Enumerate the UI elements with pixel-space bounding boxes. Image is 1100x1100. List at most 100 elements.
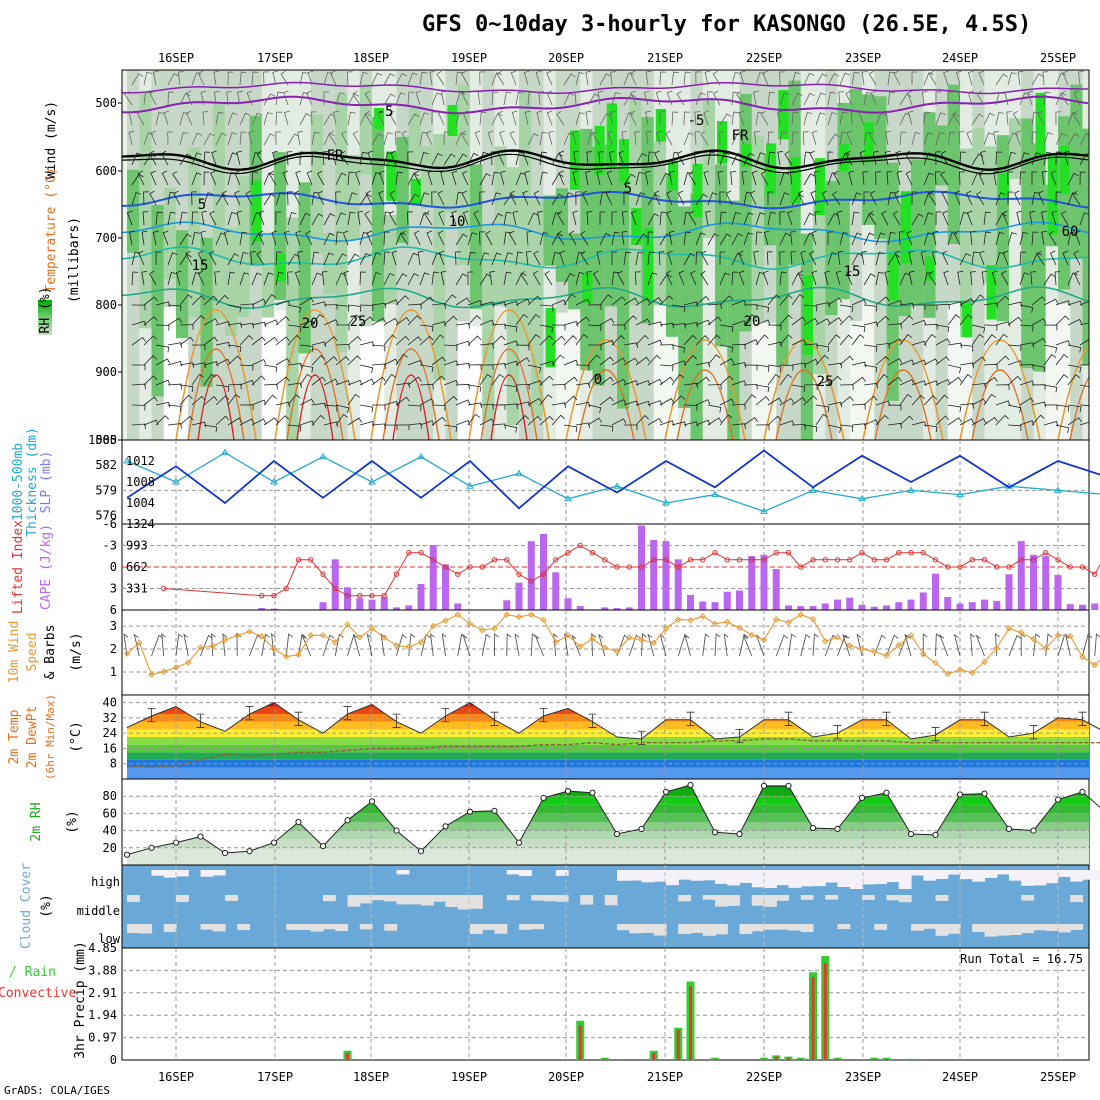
wind-barb bbox=[671, 344, 686, 353]
wind10m-barb bbox=[598, 633, 606, 657]
wind-barb bbox=[971, 382, 986, 389]
wind-barb bbox=[415, 90, 422, 106]
cape-bar bbox=[650, 539, 658, 610]
cloud-gap bbox=[690, 870, 704, 881]
date-label-bottom: 18SEP bbox=[353, 1070, 389, 1084]
wind-barb bbox=[911, 319, 927, 326]
wind-barb bbox=[611, 211, 618, 226]
wind-barb bbox=[317, 190, 325, 206]
wind-barb bbox=[311, 355, 326, 366]
wind-barb bbox=[839, 396, 854, 406]
wind-barb bbox=[858, 110, 865, 126]
cloud-gap bbox=[506, 870, 520, 875]
wind-barb bbox=[263, 133, 276, 146]
wind-barb bbox=[671, 323, 686, 329]
wind-barb bbox=[407, 336, 422, 346]
wind-barb bbox=[935, 211, 942, 226]
wind-barb bbox=[862, 171, 869, 186]
wind-barb bbox=[1019, 152, 1030, 166]
wind-barb bbox=[719, 152, 730, 166]
wind-barb bbox=[347, 304, 362, 312]
wind-barb bbox=[275, 111, 282, 126]
wind-barb bbox=[983, 324, 998, 331]
cloud-gap bbox=[764, 895, 777, 907]
wind-barb bbox=[803, 304, 818, 312]
rh-cell bbox=[482, 225, 496, 421]
wind10m-point bbox=[258, 633, 265, 640]
wind-barb bbox=[191, 172, 202, 186]
temp-minmax-bar bbox=[833, 725, 842, 740]
wind10m-point bbox=[344, 621, 351, 628]
wind-barb bbox=[128, 130, 135, 146]
wind-barb bbox=[635, 171, 645, 186]
wind-barb bbox=[359, 71, 369, 86]
wind-barb bbox=[239, 303, 254, 310]
wind-barb bbox=[437, 190, 445, 206]
wind-barb bbox=[215, 358, 231, 366]
wind-barb bbox=[1019, 324, 1034, 332]
wind-barb bbox=[142, 211, 149, 226]
precip-conv-bar bbox=[578, 1025, 582, 1060]
wind-barb bbox=[239, 71, 247, 86]
wind-barb bbox=[851, 211, 860, 226]
wind-barb bbox=[131, 423, 146, 430]
wind-barb bbox=[1079, 153, 1089, 166]
wind-barb bbox=[479, 319, 495, 326]
rh2m-point bbox=[883, 789, 890, 796]
wind-barb bbox=[419, 212, 430, 226]
cape-bar bbox=[258, 608, 266, 610]
wind-barb bbox=[695, 232, 706, 246]
wind10m-point bbox=[981, 658, 988, 666]
wind-barb bbox=[275, 316, 290, 326]
wind-barb bbox=[923, 152, 934, 166]
wind-barb bbox=[811, 230, 817, 246]
wind-barb bbox=[527, 364, 542, 373]
cloud-gap bbox=[764, 924, 777, 930]
wind-barb bbox=[419, 296, 434, 306]
wind10m-point bbox=[638, 636, 645, 644]
wind-barb bbox=[424, 210, 433, 226]
wind-barb bbox=[236, 150, 242, 166]
wind-barb bbox=[331, 150, 338, 166]
rh2m-point bbox=[442, 823, 449, 830]
wind-barb bbox=[575, 333, 589, 346]
wind-barb bbox=[887, 299, 903, 306]
cloud-level-high: high bbox=[91, 875, 120, 889]
li-point bbox=[1018, 557, 1024, 563]
wind10m-point bbox=[969, 669, 976, 677]
rh-cell bbox=[372, 116, 386, 343]
rh-cell bbox=[139, 92, 153, 329]
wind-barb bbox=[284, 110, 290, 126]
wind-barb bbox=[245, 190, 253, 206]
wind10m-point bbox=[858, 645, 866, 653]
li-point bbox=[295, 557, 302, 563]
contour-line bbox=[122, 221, 1089, 243]
wind-barb bbox=[779, 334, 793, 346]
wind-barb bbox=[371, 423, 386, 430]
rh2m-point bbox=[711, 829, 719, 836]
rh2m-point bbox=[540, 794, 547, 802]
wind-barb bbox=[959, 403, 974, 409]
rh2m-point bbox=[834, 825, 841, 832]
wind10m-point bbox=[160, 668, 167, 675]
wind-barb bbox=[644, 170, 651, 186]
wind-barb bbox=[563, 293, 576, 306]
temp-minmax-bar bbox=[539, 707, 548, 723]
wind-barb bbox=[947, 232, 958, 246]
wind-barb bbox=[419, 272, 430, 286]
li-point bbox=[981, 557, 988, 563]
wind-barb bbox=[263, 293, 277, 306]
wind-barb bbox=[383, 401, 399, 407]
thickness-marker bbox=[809, 486, 817, 493]
wind10m-barb bbox=[647, 633, 655, 657]
wind-barb bbox=[539, 415, 554, 426]
cape-bar bbox=[1030, 554, 1037, 610]
wind10m-point bbox=[368, 625, 376, 632]
wind-barb bbox=[431, 92, 442, 106]
wind-barb bbox=[635, 334, 649, 346]
wind-barb bbox=[1019, 92, 1030, 106]
wind-barb bbox=[546, 110, 553, 126]
wind-barb bbox=[678, 270, 685, 286]
wind-barb bbox=[503, 324, 518, 332]
